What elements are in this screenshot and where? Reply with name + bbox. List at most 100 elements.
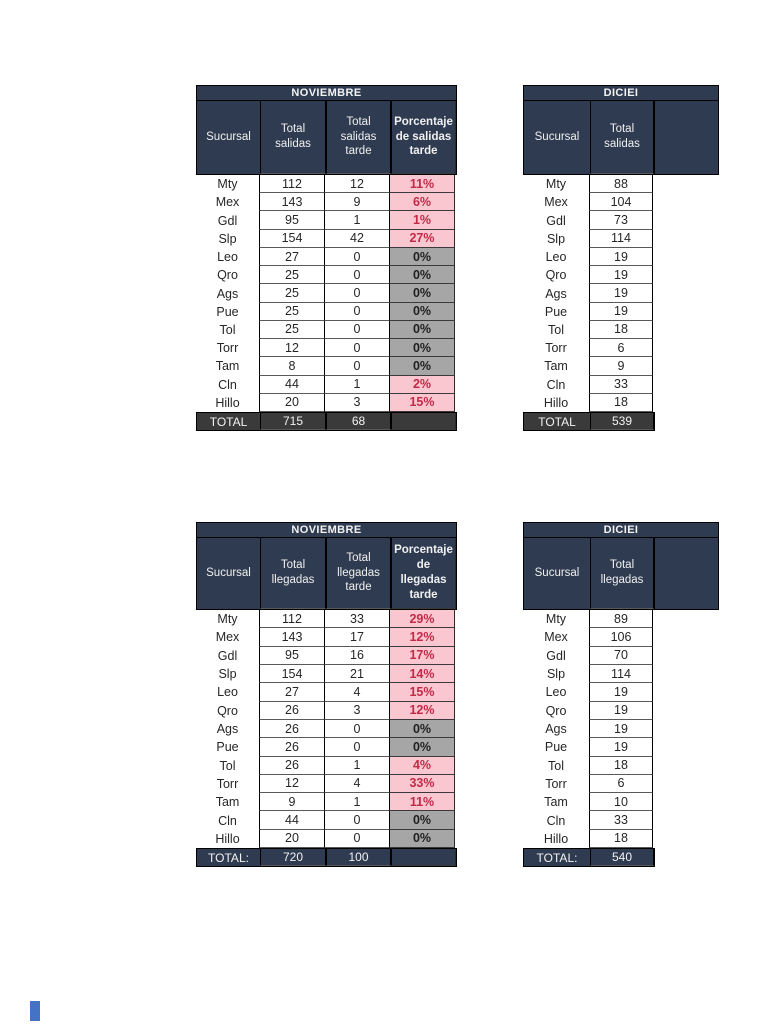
sucursal-cell: Slp (546, 231, 566, 246)
value-cell: 20 (259, 829, 325, 849)
percent-cell: 15% (390, 393, 455, 413)
table-row: Ags 19 (523, 284, 719, 303)
percent-cell: 0% (390, 284, 455, 303)
sucursal-cell: Gdl (546, 648, 566, 663)
table-row: Qro 26 3 12% (196, 701, 457, 720)
table-row: Mty 88 (523, 175, 719, 194)
table-row: Pue 19 (523, 738, 719, 757)
table-noviembre-llegadas: NOVIEMBRE Sucursal Total llegadas Total ll… (196, 522, 457, 867)
table-row: Slp 114 (523, 229, 719, 248)
sucursal-cell: Ags (216, 286, 239, 301)
late-value-cell: 0 (325, 284, 390, 303)
value-cell: 154 (259, 664, 325, 684)
percent-cell: 14% (390, 664, 455, 684)
table-row: Gdl 95 16 17% (196, 646, 457, 665)
total-label: TOTAL: (208, 850, 249, 865)
header-extension (654, 538, 718, 609)
column-header-0: Sucursal (206, 567, 251, 580)
percent-cell: 0% (390, 266, 455, 285)
value-cell: 10 (589, 793, 653, 812)
value-cell: 25 (259, 320, 325, 340)
late-value-cell: 1 (325, 211, 390, 230)
sucursal-cell: Tol (219, 322, 236, 337)
value-cell: 19 (589, 284, 653, 303)
table-total-row: TOTAL 715 68 (196, 412, 457, 431)
table-row: Slp 154 42 27% (196, 229, 457, 248)
table-row: Mty 112 33 29% (196, 610, 457, 629)
sucursal-cell: Mex (215, 195, 240, 210)
sucursal-cell: Slp (218, 231, 237, 246)
column-header-0: Sucursal (534, 567, 580, 580)
table-row: Gdl 95 1 1% (196, 211, 457, 230)
sucursal-cell: Leo (217, 685, 238, 700)
percent-cell: 11% (390, 793, 455, 812)
value-cell: 33 (589, 811, 653, 830)
sucursal-cell: Tam (215, 795, 240, 810)
table-row: Pue 26 0 0% (196, 738, 457, 757)
sucursal-cell: Tol (548, 758, 564, 773)
table-row: Ags 19 (523, 719, 719, 739)
value-cell: 114 (589, 229, 653, 248)
late-value-cell: 4 (325, 774, 390, 794)
late-value-cell: 3 (325, 393, 390, 413)
late-value-cell: 3 (325, 701, 390, 720)
table-row: Tol 18 (523, 320, 719, 340)
late-value-cell: 0 (325, 320, 390, 340)
late-value-cell: 1 (325, 793, 390, 812)
late-value-cell: 21 (325, 664, 390, 684)
value-cell: 95 (259, 646, 325, 665)
sucursal-cell: Tol (548, 322, 564, 337)
total-label: TOTAL (209, 414, 248, 429)
value-cell: 18 (589, 756, 653, 775)
column-header-2: Total salidas tarde (326, 101, 391, 174)
value-cell: 20 (259, 393, 325, 413)
sucursal-cell: Slp (546, 667, 566, 682)
value-cell: 19 (589, 302, 653, 321)
sucursal-cell: Qro (217, 268, 238, 283)
table-row: Gdl 70 (523, 646, 719, 665)
table-row: Leo 19 (523, 247, 719, 267)
percent-cell: 15% (390, 683, 455, 702)
column-header-3: Porcentaje de salidas tarde (391, 101, 456, 174)
late-value-cell: 0 (325, 738, 390, 757)
value-cell: 33 (589, 375, 653, 394)
table-header: Sucursal Total salidas Total salidas tarde… (196, 101, 457, 175)
value-cell: 12 (259, 339, 325, 358)
value-cell: 70 (589, 646, 653, 665)
value-cell: 6 (589, 339, 653, 358)
table-row: Leo 19 (523, 683, 719, 702)
sucursal-cell: Tam (544, 359, 568, 374)
percent-cell: 0% (390, 829, 455, 849)
value-cell: 112 (259, 610, 325, 629)
sucursal-cell: Pue (216, 304, 239, 319)
percent-cell: 17% (390, 646, 455, 665)
table-row: Hillo 20 3 15% (196, 393, 457, 413)
column-header-0: Sucursal (534, 131, 580, 144)
value-cell: 112 (259, 175, 325, 194)
table-row: Tol 18 (523, 756, 719, 775)
column-header-0: Sucursal (206, 131, 251, 144)
percent-cell: 0% (390, 811, 455, 830)
value-cell: 26 (259, 738, 325, 757)
value-cell: 44 (259, 811, 325, 830)
table-noviembre-salidas: NOVIEMBRE Sucursal Total salidas Total sal… (196, 85, 457, 431)
table-row: Torr 12 0 0% (196, 339, 457, 358)
table-row: Mex 143 17 12% (196, 628, 457, 647)
value-cell: 12 (259, 774, 325, 794)
table-total-row: TOTAL: 540 (523, 848, 655, 867)
column-header-1: Total salidas (260, 101, 326, 174)
sucursal-cell: Mex (544, 630, 568, 645)
table-row: Pue 25 0 0% (196, 302, 457, 321)
table-row: Cln 44 1 2% (196, 375, 457, 394)
table-title: NOVIEMBRE (196, 522, 457, 538)
value-cell: 26 (259, 701, 325, 720)
total-label: TOTAL (538, 414, 576, 429)
value-cell: 27 (259, 683, 325, 702)
table-title: NOVIEMBRE (196, 85, 457, 101)
total-label: TOTAL: (536, 850, 578, 865)
sucursal-cell: Mex (544, 195, 568, 210)
table-row: Hillo 18 (523, 393, 719, 413)
sucursal-cell: Cln (218, 377, 237, 392)
sucursal-cell: Leo (217, 250, 238, 265)
